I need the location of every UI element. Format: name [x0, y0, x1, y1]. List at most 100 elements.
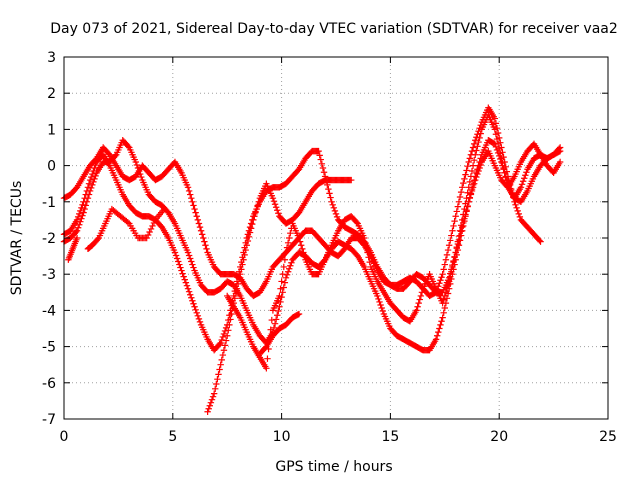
data-point: [469, 144, 477, 151]
data-point: [138, 173, 145, 181]
data-point: [111, 152, 119, 160]
data-point: [194, 216, 202, 224]
data-point: [237, 271, 244, 278]
data-point: [205, 405, 212, 412]
data-point: [218, 356, 225, 364]
data-point: [190, 264, 197, 271]
data-point: [512, 201, 519, 209]
data-point: [315, 147, 322, 155]
data-point: [73, 234, 81, 242]
data-point: [328, 198, 335, 205]
data-series: [224, 140, 564, 372]
data-point: [282, 249, 290, 256]
data-point: [451, 254, 458, 261]
data-point: [451, 217, 458, 225]
data-point: [503, 168, 511, 175]
data-point: [206, 402, 213, 409]
data-point: [477, 121, 484, 129]
data-point: [453, 208, 460, 215]
data-point: [491, 115, 499, 122]
data-point: [502, 163, 509, 171]
data-point: [449, 227, 456, 234]
data-series: [84, 205, 168, 253]
data-point: [191, 303, 198, 310]
y-tick-label: 0: [47, 159, 56, 175]
data-point: [73, 227, 81, 234]
data-point: [499, 149, 506, 156]
data-point: [207, 399, 215, 406]
data-point: [243, 242, 250, 249]
data-point: [433, 332, 441, 339]
data-point: [294, 311, 302, 318]
data-point: [460, 179, 467, 187]
data-point: [200, 234, 207, 242]
data-point: [297, 242, 305, 249]
data-point: [449, 263, 456, 271]
data-point: [363, 244, 370, 251]
data-point: [498, 144, 505, 151]
data-point: [464, 163, 471, 170]
data-point: [201, 238, 208, 245]
data-point: [366, 258, 373, 266]
y-tick-label: -2: [42, 231, 56, 247]
data-point: [468, 147, 476, 155]
data-point: [275, 307, 282, 315]
data-point: [249, 220, 256, 228]
data-point: [133, 161, 141, 169]
data-point: [455, 236, 463, 244]
data-point: [233, 285, 241, 292]
data-point: [286, 265, 293, 272]
data-point: [320, 169, 328, 176]
data-point: [474, 170, 481, 178]
data-point: [440, 266, 447, 273]
data-point: [456, 232, 464, 239]
data-point: [135, 167, 143, 175]
data-point: [519, 178, 527, 185]
data-point: [415, 299, 422, 307]
data-point: [476, 134, 483, 142]
data-point: [149, 222, 156, 230]
data-point: [301, 252, 308, 260]
data-point: [329, 201, 336, 209]
data-point: [492, 120, 500, 127]
data-series: [65, 234, 81, 263]
data-point: [185, 288, 193, 295]
data-point: [239, 261, 246, 268]
data-point: [193, 309, 200, 317]
data-point: [147, 225, 155, 233]
data-point: [436, 280, 443, 287]
y-tick-label: 1: [47, 122, 56, 138]
data-point: [136, 170, 144, 178]
data-point: [203, 245, 210, 253]
data-point: [522, 172, 529, 179]
data-point: [476, 124, 483, 132]
data-point: [231, 295, 239, 302]
data-point: [185, 252, 193, 259]
data-point: [439, 314, 446, 321]
data-point: [459, 223, 466, 231]
x-axis-label: GPS time / hours: [275, 459, 392, 475]
data-point: [465, 198, 472, 205]
data-point: [287, 262, 294, 269]
y-tick-label: -7: [42, 412, 56, 428]
data-point: [77, 207, 84, 215]
data-point: [254, 202, 261, 209]
data-point: [442, 289, 450, 296]
data-point: [189, 297, 196, 304]
data-point: [437, 277, 444, 284]
data-point: [432, 336, 440, 343]
data-point: [445, 278, 453, 285]
data-point: [493, 146, 501, 154]
data-point: [497, 155, 504, 163]
data-point: [418, 289, 426, 296]
data-point: [171, 249, 179, 256]
chart-title: Day 073 of 2021, Sidereal Day-to-day VTE…: [50, 21, 618, 37]
data-point: [510, 194, 517, 201]
data-point: [270, 197, 278, 205]
data-point: [444, 281, 452, 289]
data-point: [271, 201, 279, 208]
data-point: [82, 202, 89, 209]
data-point: [245, 233, 253, 240]
data-point: [224, 332, 231, 339]
